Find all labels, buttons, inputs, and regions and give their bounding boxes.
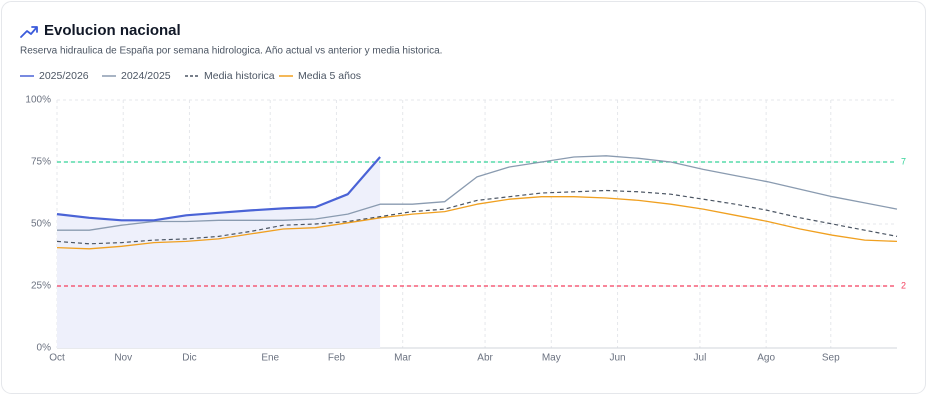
x-tick-label: Abr	[477, 353, 493, 364]
chart-subtitle: Reserva hidraulica de España por semana …	[20, 46, 442, 57]
x-tick-label: Sep	[822, 353, 840, 364]
x-tick-label: Ene	[261, 353, 279, 364]
x-tick-label: Jul	[694, 353, 707, 364]
threshold-label: 2	[901, 280, 906, 290]
x-tick-label: Dic	[182, 353, 196, 364]
y-tick-label: 0%	[37, 343, 52, 354]
x-tick-label: Feb	[328, 353, 346, 364]
plot: 0% 25% 50% 75% 100% Oct Nov Dic Ene Feb Mar Abr May J…	[25, 95, 906, 364]
y-tick-label: 25%	[31, 281, 51, 292]
y-tick-label: 75%	[31, 157, 51, 168]
y-tick-label: 100%	[25, 95, 51, 106]
legend-label: Media historica	[204, 70, 275, 82]
series-line	[56, 156, 381, 222]
x-tick-label: Mar	[394, 353, 412, 364]
trend-icon	[20, 26, 38, 38]
x-tick-label: Nov	[114, 353, 132, 364]
chart-title: Evolucion nacional	[44, 22, 181, 39]
x-tick-label: May	[542, 353, 561, 364]
legend-label: 2025/2026	[39, 70, 89, 82]
x-tick-label: Jun	[609, 353, 625, 364]
legend-label: Media 5 años	[298, 70, 361, 82]
series-line	[56, 189, 898, 245]
series-line	[57, 155, 898, 231]
threshold-label: 7	[901, 156, 906, 166]
y-tick-label: 50%	[31, 219, 51, 230]
legend-label: 2024/2025	[121, 70, 171, 82]
series-line	[56, 196, 898, 250]
x-tick-label: Ago	[757, 353, 775, 364]
series-area	[57, 157, 381, 348]
x-tick-label: Oct	[49, 353, 65, 364]
